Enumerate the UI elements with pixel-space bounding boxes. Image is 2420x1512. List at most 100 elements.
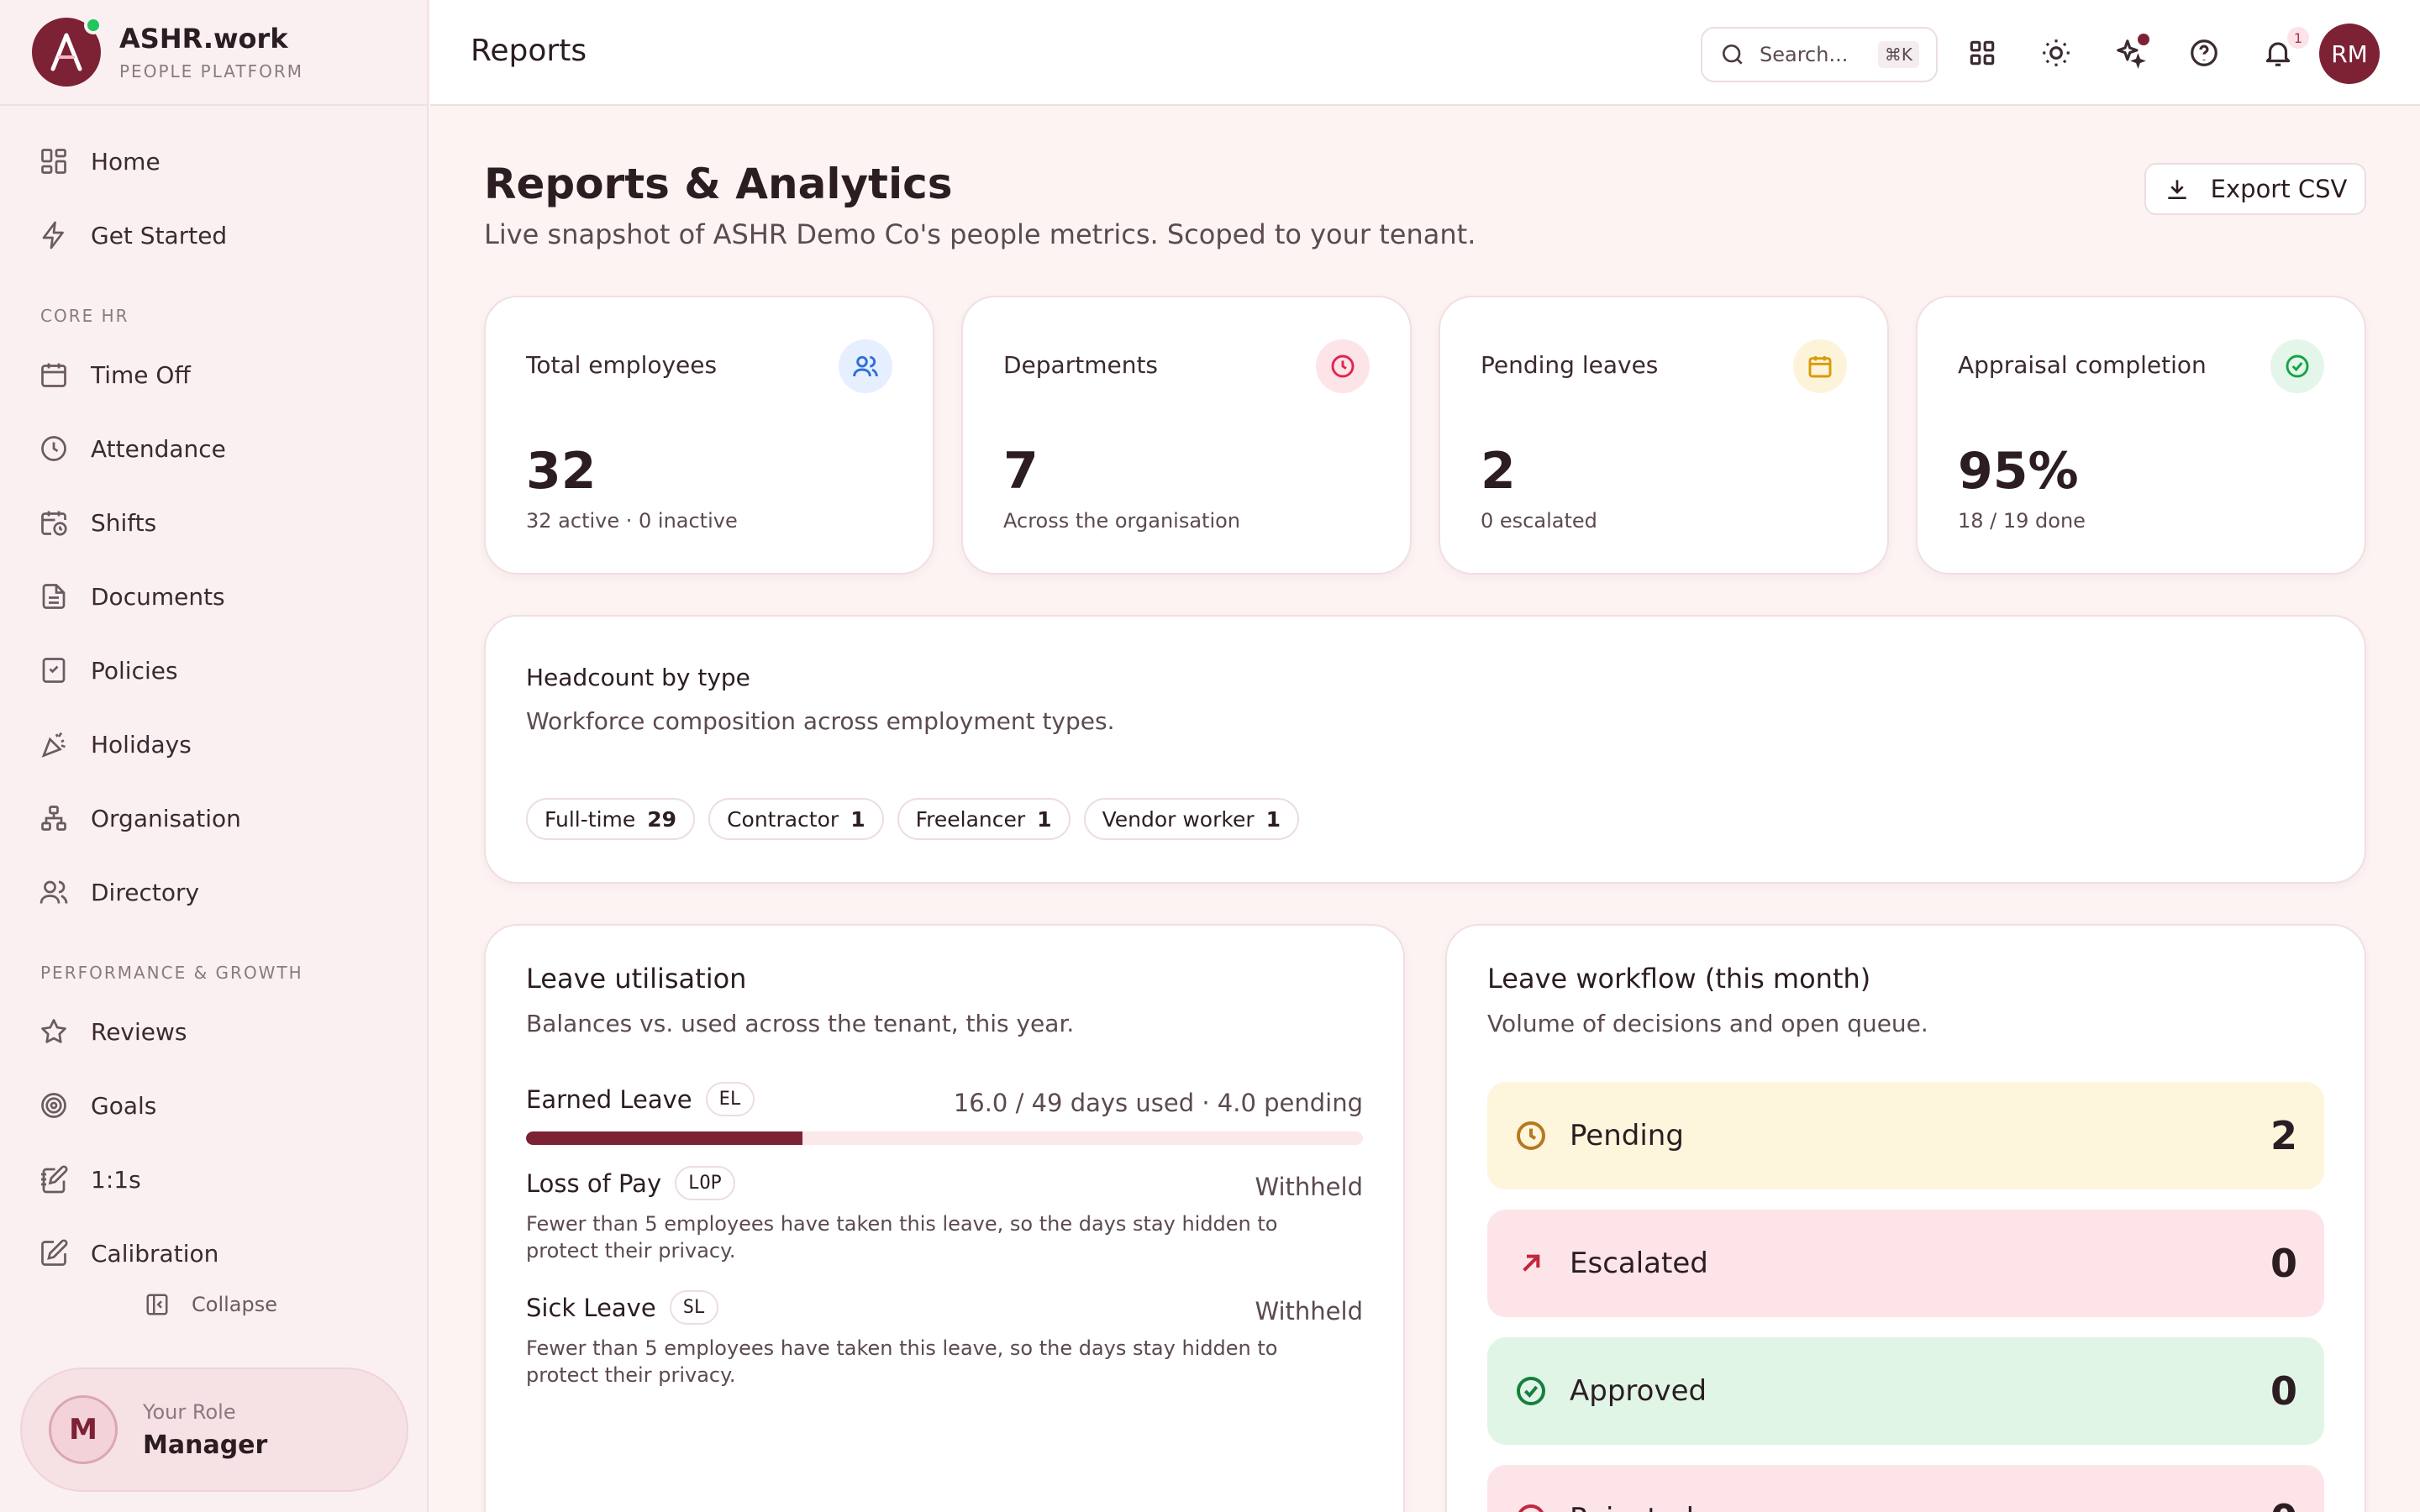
leave-progress-fill bbox=[526, 1131, 802, 1145]
workflow-label: Approved bbox=[1570, 1374, 1707, 1408]
sidebar-item-home[interactable]: Home bbox=[39, 136, 160, 186]
workflow-count: 0 bbox=[2270, 1496, 2297, 1512]
sidebar-item-reviews[interactable]: Reviews bbox=[39, 1006, 187, 1057]
party-popper-icon bbox=[41, 732, 66, 758]
sidebar-item-one-on-ones[interactable]: 1:1s bbox=[39, 1154, 141, 1205]
chip-count: 1 bbox=[850, 806, 865, 832]
stat-value: 7 bbox=[1003, 442, 1039, 501]
sidebar-item-get-started[interactable]: Get Started bbox=[39, 210, 227, 260]
collapse-sidebar-button[interactable]: Collapse bbox=[145, 1292, 277, 1317]
check-circle-icon bbox=[2286, 354, 2309, 378]
sidebar-item-time-off[interactable]: Time Off bbox=[39, 349, 191, 400]
brand[interactable]: ASHR.work PEOPLE PLATFORM bbox=[0, 0, 427, 106]
users-icon bbox=[39, 880, 68, 904]
chip-count: 1 bbox=[1037, 806, 1052, 832]
workflow-count: 0 bbox=[2270, 1241, 2297, 1286]
sidebar-item-label: Time Off bbox=[91, 360, 191, 389]
sidebar-item-policies[interactable]: Policies bbox=[39, 645, 178, 696]
sidebar-item-calibration[interactable]: Calibration bbox=[39, 1228, 218, 1278]
brand-logo bbox=[32, 16, 103, 87]
sidebar-item-documents[interactable]: Documents bbox=[39, 571, 225, 622]
panel-collapse-icon bbox=[146, 1294, 168, 1315]
star-icon bbox=[41, 1019, 66, 1043]
stat-label: Total employees bbox=[526, 351, 718, 379]
search-input[interactable]: Search... ⌘K bbox=[1701, 27, 1938, 82]
role-avatar: M bbox=[49, 1395, 118, 1464]
leave-status: Withheld bbox=[1255, 1297, 1363, 1326]
search-shortcut: ⌘K bbox=[1877, 41, 1919, 68]
download-icon bbox=[2168, 180, 2186, 199]
clock-icon bbox=[41, 436, 66, 461]
org-chart-icon bbox=[41, 806, 66, 831]
headcount-title: Headcount by type bbox=[526, 664, 750, 691]
sidebar-item-label: Calibration bbox=[91, 1239, 219, 1268]
workflow-item-pending[interactable]: Pending 2 bbox=[1487, 1082, 2324, 1189]
sidebar-item-directory[interactable]: Directory bbox=[39, 867, 199, 917]
sidebar-item-attendance[interactable]: Attendance bbox=[39, 423, 226, 474]
search-placeholder: Search... bbox=[1760, 43, 1849, 66]
sidebar-item-label: Policies bbox=[91, 656, 178, 685]
document-icon bbox=[42, 584, 66, 609]
leave-utilisation-card: Leave utilisation Balances vs. used acro… bbox=[484, 924, 1405, 1512]
help-button[interactable] bbox=[2188, 37, 2220, 69]
stat-subtext: 32 active · 0 inactive bbox=[526, 509, 738, 533]
check-circle-icon bbox=[1517, 1377, 1545, 1405]
headcount-card: Headcount by type Workforce composition … bbox=[484, 615, 2366, 884]
chip-label: Vendor worker bbox=[1102, 806, 1255, 832]
user-avatar[interactable]: RM bbox=[2319, 24, 2380, 84]
leave-workflow-card: Leave workflow (this month) Volume of de… bbox=[1445, 924, 2366, 1512]
stat-icon-badge bbox=[1316, 339, 1370, 393]
clock-icon bbox=[1517, 1121, 1545, 1150]
sidebar-item-label: Get Started bbox=[91, 221, 228, 249]
headcount-chip[interactable]: Full-time 29 bbox=[526, 798, 696, 840]
stat-subtext: 18 / 19 done bbox=[1958, 509, 2086, 533]
calendar-clock-icon bbox=[41, 511, 67, 536]
calendar-icon bbox=[1808, 356, 1832, 378]
chip-label: Freelancer bbox=[915, 806, 1026, 832]
export-csv-button[interactable]: Export CSV bbox=[2144, 163, 2366, 215]
leave-row-sick: Sick Leave SL Withheld Fewer than 5 empl… bbox=[526, 1290, 1363, 1389]
sidebar-item-goals[interactable]: Goals bbox=[39, 1080, 156, 1131]
sidebar-item-label: Reviews bbox=[91, 1017, 187, 1046]
sidebar-item-label: Goals bbox=[91, 1091, 157, 1120]
workflow-label: Rejected bbox=[1570, 1502, 2270, 1512]
apps-button[interactable] bbox=[1966, 37, 1998, 69]
stat-icon-badge bbox=[2270, 339, 2324, 393]
apps-grid-icon bbox=[1970, 40, 1995, 66]
logo-mark-icon bbox=[50, 33, 82, 71]
search-icon bbox=[1723, 45, 1743, 65]
headcount-chip[interactable]: Contractor 1 bbox=[708, 798, 884, 840]
sidebar-item-label: Directory bbox=[91, 878, 200, 906]
sidebar-item-organisation[interactable]: Organisation bbox=[39, 793, 241, 843]
headcount-chips: Full-time 29 Contractor 1 Freelancer 1 Vend… bbox=[526, 798, 1300, 840]
calendar-icon bbox=[41, 363, 66, 387]
theme-toggle-button[interactable] bbox=[2040, 37, 2072, 69]
notifications-button[interactable]: 1 bbox=[2262, 27, 2309, 69]
workflow-item-escalated[interactable]: Escalated 0 bbox=[1487, 1210, 2324, 1317]
chip-label: Contractor bbox=[727, 806, 839, 832]
stat-card-departments: Departments 7 Across the organisation bbox=[961, 296, 1412, 575]
headcount-chip[interactable]: Vendor worker 1 bbox=[1083, 798, 1300, 840]
workflow-item-rejected[interactable]: Rejected 0 bbox=[1487, 1465, 2324, 1512]
stat-label: Pending leaves bbox=[1481, 351, 1659, 379]
sidebar-item-shifts[interactable]: Shifts bbox=[39, 497, 156, 548]
sidebar-item-holidays[interactable]: Holidays bbox=[39, 719, 192, 769]
section-title-performance: PERFORMANCE & GROWTH bbox=[40, 963, 303, 983]
arrow-up-right-icon bbox=[1523, 1254, 1540, 1272]
workflow-count: 0 bbox=[2270, 1368, 2297, 1414]
leave-name: Loss of Pay bbox=[526, 1168, 662, 1198]
stat-value: 2 bbox=[1481, 442, 1516, 501]
stat-card-total-employees: Total employees 32 32 active · 0 inactiv… bbox=[484, 296, 934, 575]
sidebar-item-label: Documents bbox=[91, 582, 225, 611]
stat-icon-badge bbox=[1793, 339, 1847, 393]
topbar: Reports Search... ⌘K 1 RM bbox=[430, 0, 2420, 106]
policy-book-icon bbox=[42, 658, 66, 683]
ai-assistant-button[interactable] bbox=[2114, 34, 2149, 69]
workflow-item-approved[interactable]: Approved 0 bbox=[1487, 1337, 2324, 1445]
stat-icon-badge bbox=[839, 339, 892, 393]
headcount-chip[interactable]: Freelancer 1 bbox=[897, 798, 1071, 840]
leave-utilisation-description: Balances vs. used across the tenant, thi… bbox=[526, 1010, 1075, 1037]
role-switcher[interactable]: M Your Role Manager bbox=[20, 1368, 408, 1492]
leave-status: 16.0 / 49 days used · 4.0 pending bbox=[953, 1089, 1363, 1117]
workflow-label: Pending bbox=[1570, 1119, 1684, 1152]
